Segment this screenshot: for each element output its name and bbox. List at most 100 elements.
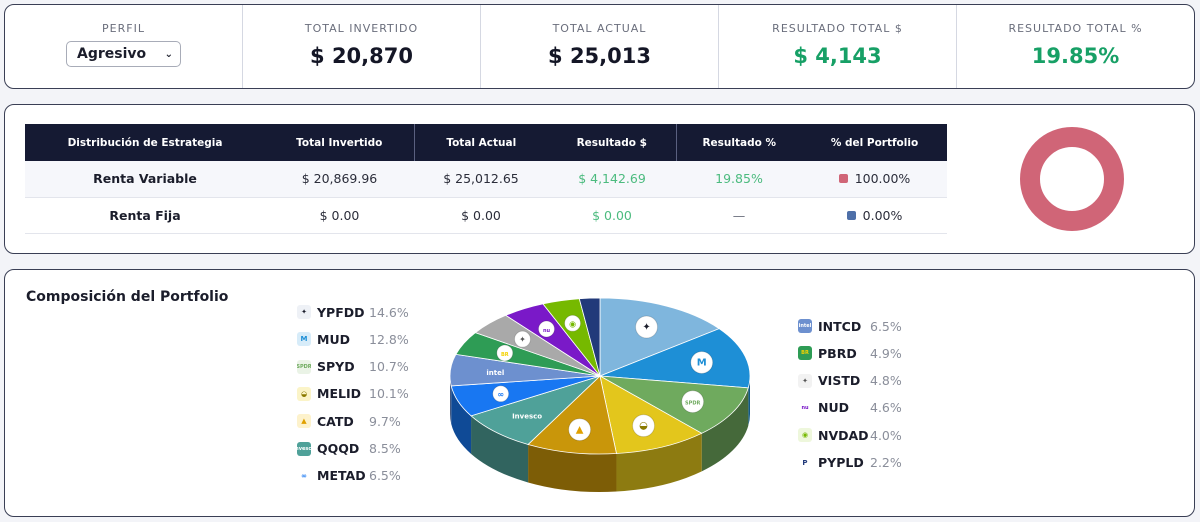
- composition-panel: Composición del Portfolio ✦ YPFDD 14.6% M MU…: [4, 269, 1195, 517]
- pie-slice-pypld: [578, 297, 601, 377]
- row-invested: $ 0.00: [265, 197, 414, 234]
- invesco-icon: Invesco: [512, 412, 542, 420]
- row-name: Renta Variable: [25, 161, 265, 198]
- pie-side-mud: [748, 376, 750, 426]
- legend-percent: 14.6%: [369, 304, 409, 320]
- total-current-kpi: TOTAL ACTUAL $ 25,013: [481, 5, 719, 88]
- total-result-pct-kpi: RESULTADO TOTAL % 19.85%: [957, 5, 1194, 88]
- nubank-nu-icon: [538, 320, 556, 338]
- nvidia-eye-icon: [564, 314, 582, 332]
- header-result-pct: Resultado %: [675, 124, 802, 161]
- row-share: 100.00%: [802, 161, 947, 198]
- vista-star-icon: ✦: [798, 373, 812, 388]
- total-result-value: $ 4,143: [793, 44, 882, 68]
- legend-ticker: CATD: [317, 413, 354, 429]
- profile-select[interactable]: Agresivo ⌄: [66, 41, 181, 67]
- legend-ticker: MELID: [317, 386, 361, 402]
- caterpillar-triangle-icon: [568, 418, 592, 442]
- donut-slice-renta-variable: [1020, 127, 1124, 231]
- legend-item-nud: nu NUD 4.6%: [798, 399, 902, 417]
- total-result-kpi: RESULTADO TOTAL $ $ 4,143: [719, 5, 957, 88]
- vista-star-icon-glyph: ✦: [519, 335, 526, 344]
- pie-side-intcd: [450, 376, 452, 424]
- strategy-donut-chart: [1020, 127, 1124, 231]
- legend-percent: 4.8%: [870, 373, 902, 389]
- nubank-nu-icon-glyph: nu: [543, 328, 551, 334]
- ypf-logo-icon: ✦: [297, 305, 311, 319]
- nubank-nu-icon: nu: [798, 400, 812, 415]
- profile-select-value: Agresivo: [77, 46, 147, 62]
- color-swatch: [846, 210, 856, 220]
- row-current: $ 25,012.65: [414, 161, 548, 198]
- legend-item-mud: M MUD 12.8%: [297, 330, 409, 348]
- header-total-current: Total Actual: [413, 124, 548, 161]
- pie-side-metad: [451, 385, 472, 454]
- legend-ticker: SPYD: [317, 359, 355, 375]
- pie-slice-ypfdd: [599, 297, 721, 377]
- petrobras-br-icon: BR: [798, 346, 812, 361]
- caterpillar-triangle-icon-glyph: ▲: [576, 425, 584, 436]
- mercadolibre-m-icon: [690, 350, 714, 374]
- nvidia-eye-icon: ◉: [798, 428, 812, 443]
- pie-slice-spyd: [599, 375, 749, 434]
- row-current: $ 0.00: [414, 197, 548, 234]
- legend-ticker: PYPLD: [818, 455, 864, 470]
- legend-percent: 4.6%: [870, 400, 902, 416]
- header-total-invested: Total Invertido: [265, 124, 414, 161]
- total-current-label: TOTAL ACTUAL: [552, 22, 647, 35]
- pie-side-melid: [616, 433, 702, 492]
- legend-percent: 12.8%: [369, 331, 409, 347]
- legend-ticker: METAD: [317, 468, 366, 484]
- legend-item-metad: ∞ METAD 6.5%: [297, 467, 401, 485]
- legend-item-vistd: ✦ VISTD 4.8%: [798, 372, 902, 390]
- total-result-label: RESULTADO TOTAL $: [772, 22, 903, 35]
- header-portfolio-share: % del Portfolio: [802, 124, 947, 161]
- legend-percent: 6.5%: [870, 318, 902, 334]
- intel-icon: intel: [798, 319, 812, 333]
- legend-ticker: QQQD: [317, 441, 360, 456]
- summary-panel: PERFIL Agresivo ⌄ TOTAL INVERTIDO $ 20,8…: [4, 4, 1195, 89]
- petrobras-br-icon: [496, 344, 514, 362]
- legend-percent: 4.0%: [870, 427, 902, 443]
- caterpillar-triangle-icon: ▲: [297, 414, 311, 429]
- handshake-icon: ◒: [297, 386, 311, 401]
- profile-kpi: PERFIL Agresivo ⌄: [5, 5, 243, 88]
- ypf-logo-icon-glyph: ✦: [642, 322, 650, 333]
- legend-percent: 9.7%: [369, 413, 401, 429]
- total-invested-value: $ 20,870: [310, 44, 413, 68]
- ypf-logo-icon: [635, 315, 659, 339]
- row-invested: $ 20,869.96: [265, 161, 414, 198]
- meta-infinity-icon: ∞: [297, 468, 311, 483]
- legend-item-pbrd: BR PBRD 4.9%: [798, 344, 902, 362]
- color-swatch: [838, 174, 848, 184]
- legend-percent: 6.5%: [369, 468, 401, 484]
- portfolio-pie-chart: ✦ M SPDR ◒ ▲ Invesco ∞ intel BR ✦ nu ◉: [449, 297, 751, 492]
- pie-side-catd: [528, 444, 617, 492]
- legend-item-spyd: SPDR SPYD 10.7%: [297, 358, 409, 376]
- handshake-icon-glyph: ◒: [639, 421, 648, 432]
- legend-percent: 4.9%: [870, 345, 902, 361]
- row-share: 0.00%: [802, 197, 947, 234]
- legend-ticker: MUD: [317, 331, 350, 347]
- legend-item-pypld: P PYPLD 2.2%: [798, 454, 902, 472]
- legend-ticker: PBRD: [818, 345, 857, 361]
- row-share-value: 0.00%: [862, 207, 903, 223]
- legend-item-qqqd: Invesco QQQD 8.5%: [297, 440, 401, 458]
- legend-percent: 10.1%: [369, 386, 409, 402]
- legend-item-intcd: intel INTCD 6.5%: [798, 317, 902, 335]
- composition-title: Composición del Portfolio: [26, 289, 229, 305]
- legend-percent: 10.7%: [369, 359, 409, 375]
- legend-item-catd: ▲ CATD 9.7%: [297, 412, 401, 430]
- pie-side-qqqd: [471, 415, 529, 483]
- spdr-icon: [681, 390, 705, 414]
- intel-icon: intel: [486, 369, 504, 377]
- petrobras-br-icon-glyph: BR: [501, 352, 509, 358]
- meta-infinity-icon: [492, 385, 510, 403]
- mercadolibre-m-icon-glyph: M: [697, 357, 707, 368]
- row-share-value: 100.00%: [854, 171, 911, 187]
- strategy-table: Distribución de Estrategia Total Inverti…: [25, 124, 947, 234]
- row-result: $ 4,142.69: [548, 161, 676, 198]
- vista-star-icon: [514, 330, 532, 348]
- legend-percent: 8.5%: [369, 441, 401, 456]
- table-row: Renta Fija $ 0.00 $ 0.00 $ 0.00 — 0.00%: [25, 197, 947, 234]
